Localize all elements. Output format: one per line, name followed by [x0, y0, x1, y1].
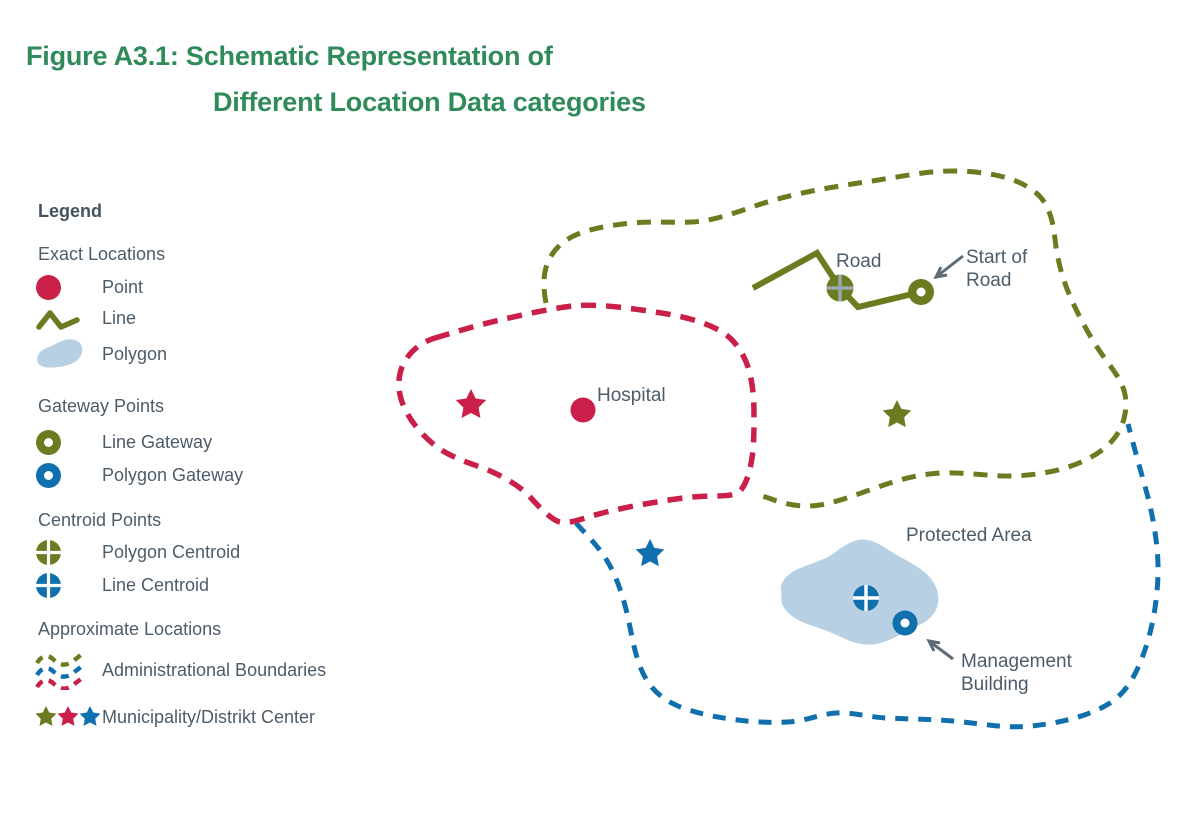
start-of-road-arrow	[933, 254, 964, 280]
line-gateway-icon	[35, 429, 102, 456]
district-boundary-red	[396, 302, 757, 526]
district-boundary-blue	[574, 423, 1161, 730]
legend-item-label: Municipality/Distrikt Center	[102, 706, 316, 727]
protected-area-label: Protected Area	[906, 525, 1032, 546]
start-of-road-label: Start of Road	[966, 246, 1027, 292]
boundaries-icon	[35, 650, 102, 690]
road-gateway-marker	[908, 279, 934, 305]
legend-section-exact-locations: Exact Locations	[38, 244, 166, 264]
stars-icon	[35, 704, 102, 730]
legend-item-line-gateway: Line Gateway	[35, 427, 212, 457]
polygon-gateway-marker	[892, 610, 918, 636]
road-centroid-marker	[826, 274, 854, 302]
red-star	[455, 389, 487, 418]
legend-section-gateway-points: Gateway Points	[38, 396, 165, 416]
polygon-centroid-marker	[853, 585, 879, 611]
hospital-point	[570, 397, 596, 423]
legend-item-label: Polygon Gateway	[102, 464, 244, 485]
polygon-centroid-icon	[35, 539, 102, 566]
legend-item-label: Administrational Boundaries	[102, 659, 327, 680]
legend-item-label: Line Centroid	[102, 574, 210, 595]
legend-item-label: Line Gateway	[102, 431, 213, 452]
management-building-label: Management Building	[961, 650, 1072, 696]
legend-item-polygon-centroid: Polygon Centroid	[35, 537, 240, 567]
line-centroid-icon	[35, 572, 102, 599]
hospital-label: Hospital	[597, 385, 666, 406]
management-arrow	[926, 638, 954, 661]
district-boundary-green	[541, 168, 1129, 509]
legend-item-administrational-boundaries: Administrational Boundaries	[35, 650, 326, 690]
legend-item-label: Polygon Centroid	[102, 541, 241, 562]
polygon-icon	[35, 338, 102, 370]
legend-item-polygon-gateway: Polygon Gateway	[35, 460, 243, 490]
polygon-gateway-icon	[35, 462, 102, 489]
start-of-road-label-line1: Start of	[966, 247, 1028, 268]
figure-title-line1: Figure A3.1: Schematic Representation of	[26, 41, 553, 71]
legend-section-approximate-locations: Approximate Locations	[38, 619, 222, 639]
legend-section-centroid-points: Centroid Points	[38, 510, 162, 530]
legend-item-label: Line	[102, 307, 137, 328]
management-building-label-line2: Building	[961, 674, 1029, 695]
legend-item-label: Point	[102, 276, 144, 297]
point-icon	[35, 274, 102, 301]
line-icon	[35, 305, 102, 331]
legend-heading: Legend	[38, 201, 103, 221]
blue-star	[635, 539, 665, 567]
legend-item-point: Point	[35, 272, 143, 302]
management-building-label-line1: Management	[961, 651, 1072, 672]
legend-item-municipality-center: Municipality/Distrikt Center	[35, 702, 315, 732]
road-label: Road	[836, 251, 882, 272]
legend-item-line-centroid: Line Centroid	[35, 570, 209, 600]
legend-item-polygon: Polygon	[35, 339, 167, 369]
legend-item-line: Line	[35, 303, 136, 333]
start-of-road-label-line2: Road	[966, 270, 1012, 291]
green-star	[882, 400, 912, 428]
figure-title-line2: Different Location Data categories	[213, 87, 646, 117]
legend-item-label: Polygon	[102, 343, 168, 364]
